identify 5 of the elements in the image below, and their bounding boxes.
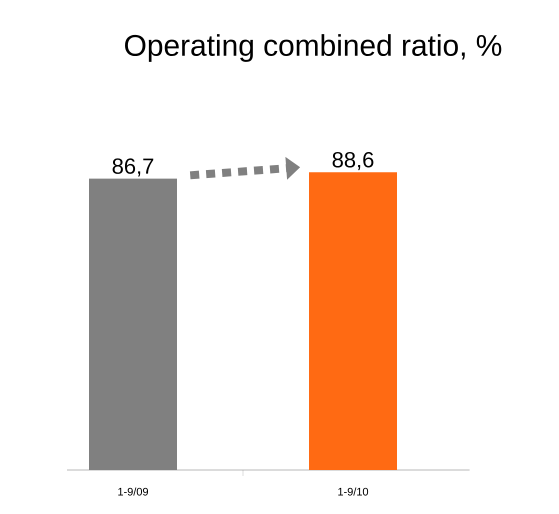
x-tick-label: 1-9/10 <box>338 488 368 496</box>
data-label: 86,7 <box>112 158 154 176</box>
x-tick-label: 1-9/09 <box>118 488 148 496</box>
chart-title: Operating combined ratio, % <box>125 34 502 62</box>
data-label: 88,6 <box>332 152 374 170</box>
